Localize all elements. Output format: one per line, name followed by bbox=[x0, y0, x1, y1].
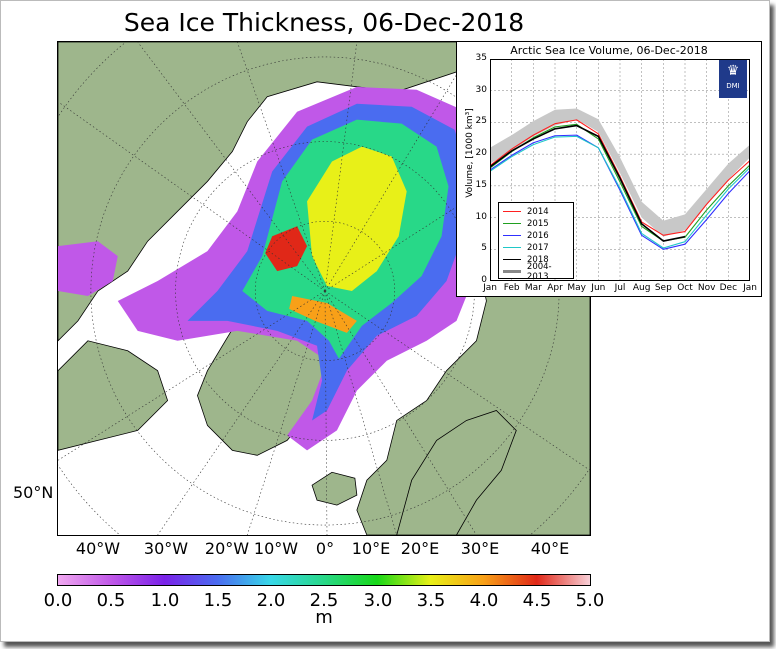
inset-y-tick-label: 35 bbox=[475, 53, 487, 63]
inset-x-tick-label: May bbox=[567, 283, 586, 293]
sea-ice-west-patch bbox=[58, 241, 118, 296]
lon-tick-label: 10°E bbox=[351, 539, 391, 558]
colorbar-tick: 0.0 bbox=[43, 590, 73, 611]
series-line-2017 bbox=[490, 135, 750, 249]
legend-entry: 2018 bbox=[503, 254, 549, 265]
inset-x-tick-label: Apr bbox=[547, 283, 563, 293]
legend-swatch bbox=[503, 247, 521, 248]
inset-y-tick-label: 20 bbox=[475, 148, 487, 159]
colorbar-tick: 1.5 bbox=[203, 590, 233, 611]
inset-x-tick-label: Feb bbox=[503, 283, 520, 293]
colorbar-tick: 4.0 bbox=[469, 590, 499, 611]
colorbar-tick: 2.5 bbox=[309, 590, 339, 611]
legend-swatch bbox=[503, 211, 521, 212]
inset-plot-area bbox=[490, 59, 750, 281]
colorbar-tick: 0.5 bbox=[96, 590, 126, 611]
inset-y-tick-label: 10 bbox=[475, 211, 487, 222]
sea-ice-core-yellow bbox=[307, 146, 407, 291]
colorbar-gradient bbox=[58, 575, 590, 585]
land-iceland bbox=[311, 471, 358, 506]
legend-entry: 2004-2013 bbox=[503, 262, 573, 282]
colorbar-tick: 2.0 bbox=[256, 590, 286, 611]
legend-label: 2016 bbox=[527, 230, 549, 241]
inset-x-tick-label: Aug bbox=[632, 283, 651, 293]
legend-swatch bbox=[503, 259, 521, 260]
inset-x-tick-label: Mar bbox=[524, 283, 542, 293]
series-line-2015 bbox=[490, 123, 750, 242]
series-line-2014 bbox=[490, 119, 750, 236]
lon-tick-label: 10°W bbox=[253, 539, 299, 558]
lon-tick-label: 30°E bbox=[460, 539, 500, 558]
inset-y-tick-label: 30 bbox=[475, 84, 487, 95]
dmi-logo: ♛ DMI bbox=[719, 60, 747, 98]
legend-label: 2014 bbox=[527, 206, 549, 217]
legend-label: 2018 bbox=[527, 254, 549, 265]
land-canada-north bbox=[58, 42, 467, 342]
inset-y-tick-label: 15 bbox=[475, 179, 487, 190]
series-line-2018 bbox=[490, 124, 686, 242]
sea-ice-orange-band bbox=[289, 295, 357, 333]
inset-x-tick-label: Jun bbox=[591, 283, 606, 293]
inset-x-tick-label: Jul bbox=[614, 283, 626, 293]
lon-tick-label: 30°W bbox=[143, 539, 189, 558]
legend-entry: 2015 bbox=[503, 218, 549, 229]
inset-y-tick-label: 5 bbox=[481, 243, 487, 254]
colorbar-tick: 1.0 bbox=[150, 590, 180, 611]
lon-tick-label: 20°E bbox=[400, 539, 440, 558]
lon-tick-label: 0° bbox=[315, 539, 335, 558]
legend-swatch bbox=[503, 270, 521, 273]
lon-tick-label: 20°W bbox=[204, 539, 250, 558]
legend-swatch bbox=[503, 235, 521, 236]
inset-x-tick-label: Dec bbox=[719, 283, 738, 293]
colorbar-tick: 5.0 bbox=[575, 590, 605, 611]
legend-entry: 2017 bbox=[503, 242, 549, 253]
inset-legend: 2014 2015 2016 2017 2018 2004-2013 bbox=[498, 202, 574, 282]
colorbar-tick: 4.5 bbox=[522, 590, 552, 611]
band-2004-2013 bbox=[490, 108, 750, 237]
inset-title: Arctic Sea Ice Volume, 06-Dec-2018 bbox=[510, 44, 708, 57]
legend-label: 2004-2013 bbox=[526, 261, 552, 282]
inset-y-tick-label: 25 bbox=[475, 116, 487, 127]
crown-icon: ♛ bbox=[726, 63, 740, 79]
series-line-2016 bbox=[490, 134, 750, 250]
colorbar bbox=[57, 574, 591, 586]
colorbar-tick: 3.5 bbox=[416, 590, 446, 611]
colorbar-unit: m bbox=[315, 607, 333, 628]
inset-x-tick-label: Nov bbox=[697, 283, 716, 293]
volume-inset-chart: Arctic Sea Ice Volume, 06-Dec-2018 Volum… bbox=[456, 41, 762, 297]
legend-entry: 2014 bbox=[503, 206, 549, 217]
colorbar-tick: 3.0 bbox=[363, 590, 393, 611]
dmi-logo-text: DMI bbox=[726, 82, 740, 90]
inset-x-tick-label: Sep bbox=[654, 283, 672, 293]
inset-plot-frame bbox=[490, 59, 750, 281]
lon-tick-label: 40°W bbox=[75, 539, 121, 558]
legend-entry: 2016 bbox=[503, 230, 549, 241]
lat-tick-label: 50°N bbox=[13, 483, 54, 502]
legend-swatch bbox=[503, 223, 521, 224]
inset-x-tick-label: Jan bbox=[743, 283, 757, 293]
page-title: Sea Ice Thickness, 06-Dec-2018 bbox=[123, 8, 525, 37]
land-scandinavia bbox=[396, 410, 517, 535]
inset-x-tick-label: Jan bbox=[483, 283, 497, 293]
inset-y-tick-label: 0 bbox=[481, 275, 487, 285]
sea-ice-thickest-red bbox=[265, 226, 308, 272]
legend-label: 2015 bbox=[527, 218, 549, 229]
land-labrador bbox=[58, 340, 169, 451]
inset-x-tick-label: Oct bbox=[677, 283, 693, 293]
lon-tick-label: 40°E bbox=[530, 539, 570, 558]
legend-label: 2017 bbox=[527, 242, 549, 253]
sea-ice-map bbox=[57, 41, 591, 536]
